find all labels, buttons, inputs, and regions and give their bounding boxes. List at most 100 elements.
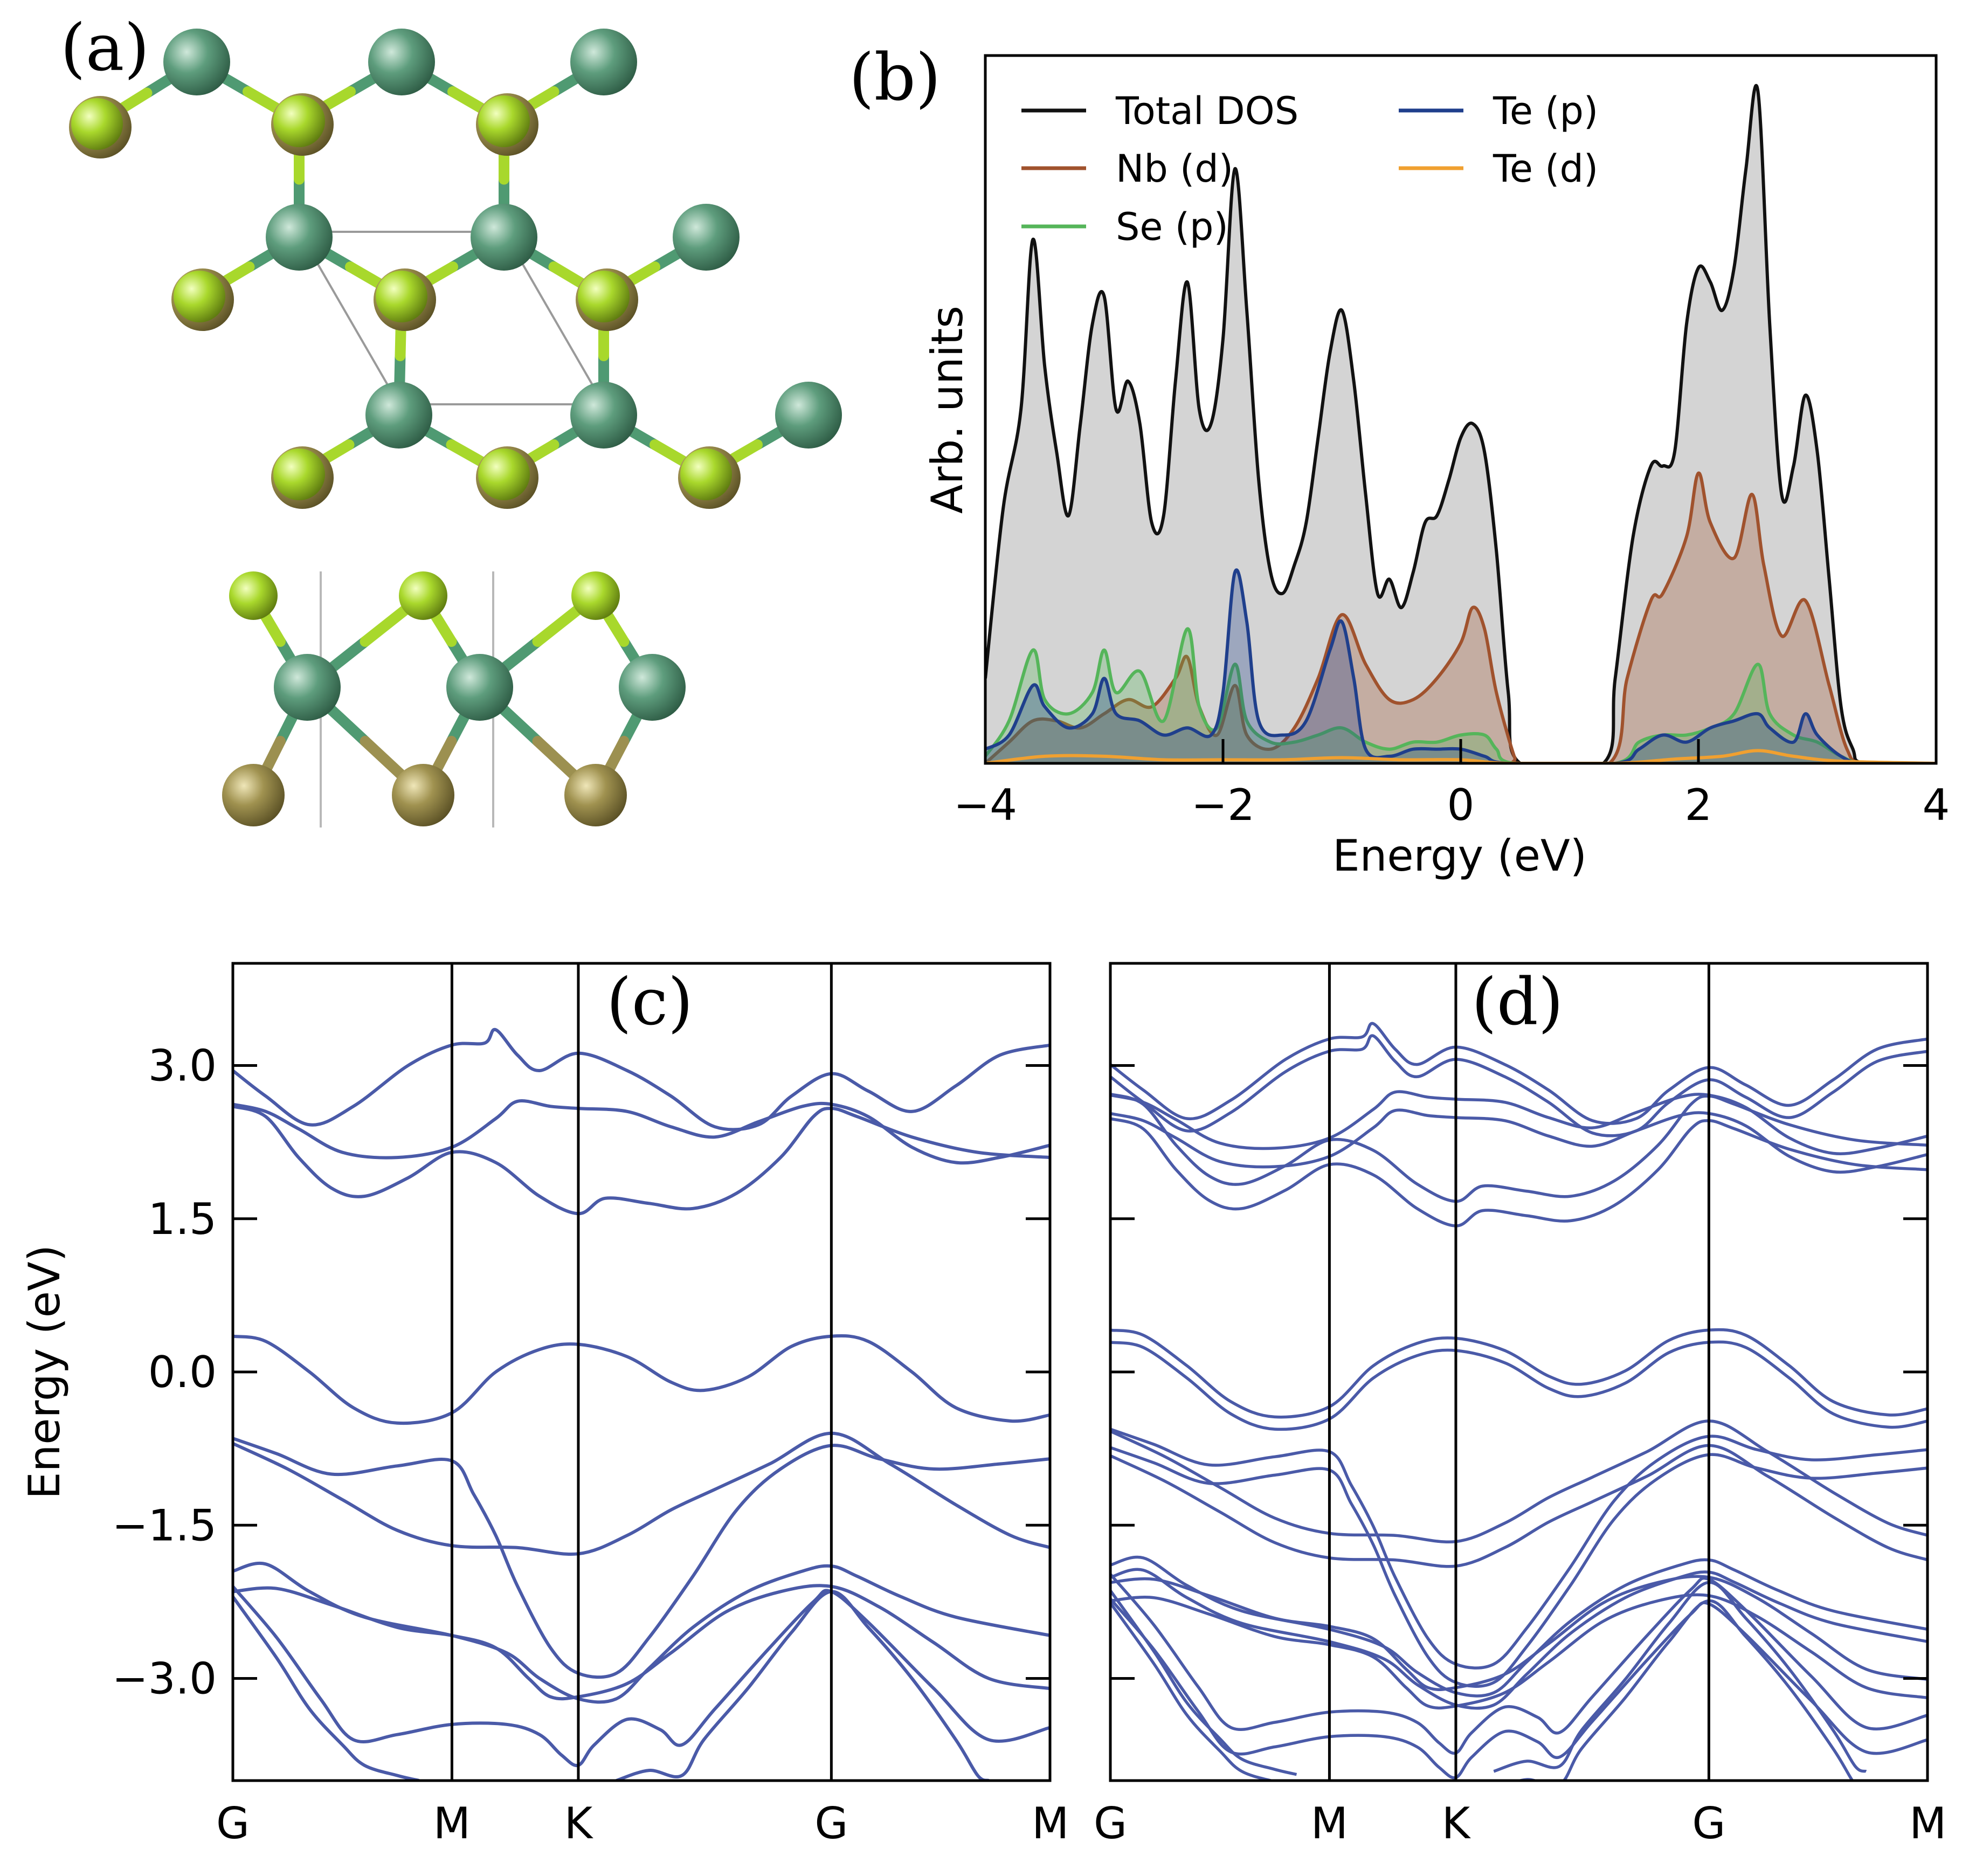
band-line <box>616 1590 990 1781</box>
dos-x-tick-label: −2 <box>1191 780 1255 830</box>
panel-label-d: (d) <box>1472 965 1563 1040</box>
kpoint-label: M <box>433 1798 471 1849</box>
band-line <box>1110 1573 1928 1755</box>
band-line <box>233 1027 1050 1132</box>
band-line <box>1493 1581 1867 1773</box>
se-atom <box>578 271 630 322</box>
band-line <box>1110 1593 1928 1710</box>
se-atom <box>71 98 123 150</box>
se-atom <box>376 271 427 322</box>
se-atom <box>273 95 325 147</box>
nb-atom <box>673 204 740 271</box>
se-atom <box>478 95 530 147</box>
axes-frame-c <box>231 962 1052 1782</box>
band-y-axis-title: Energy (eV) <box>19 1245 70 1499</box>
band-line <box>1110 1340 1928 1431</box>
band-line <box>1110 1419 1928 1543</box>
nb-atom <box>570 382 637 449</box>
band-line <box>1110 1108 1928 1174</box>
band-line <box>1515 1599 1854 1781</box>
atoms-top <box>69 29 842 509</box>
nb-atom <box>163 29 230 95</box>
kpoint-label: K <box>564 1798 594 1849</box>
band-structure-panel-c: 3.0 1.5 0.0 −1.5 −3.0 G M K G M (c) Energy (eV) <box>19 962 1069 1849</box>
dos-x-tick-label: −4 <box>954 780 1017 830</box>
kpoint-label: K <box>1442 1798 1472 1849</box>
band-structure-panel-d: G M K G M (d) <box>1094 962 1946 1849</box>
band-line <box>1110 1444 1928 1568</box>
bands-c <box>233 1027 1050 1781</box>
band-line <box>1110 1602 1277 1781</box>
band-line <box>233 1105 1050 1216</box>
dos-fill-total-dos <box>985 85 1936 763</box>
panel-label-c: (c) <box>606 965 693 1040</box>
band-line <box>1110 1034 1928 1137</box>
se-atom <box>478 449 530 500</box>
kpoint-label: M <box>1909 1798 1946 1849</box>
band-line <box>1110 1446 1928 1688</box>
nb-atom <box>274 654 341 721</box>
band-line <box>233 1584 1050 1701</box>
band-line <box>233 1437 1050 1679</box>
y-ticks-d <box>1110 1064 1928 1680</box>
dos-x-tick-label: 0 <box>1447 780 1475 830</box>
y-tick-label: 3.0 <box>148 1041 217 1091</box>
band-line <box>1110 1328 1928 1419</box>
band-line <box>233 1585 1050 1768</box>
kpoint-label: G <box>1094 1798 1127 1849</box>
bands-d <box>1110 1022 1928 1781</box>
y-ticks-c: 3.0 1.5 0.0 −1.5 −3.0 <box>112 1041 1050 1704</box>
legend-label: Se (p) <box>1116 205 1228 249</box>
te-atom <box>564 764 627 826</box>
band-line <box>1110 1575 1928 1691</box>
dos-line-se-p <box>985 627 1936 763</box>
legend-label: Nb (d) <box>1116 147 1233 191</box>
dos-line-total-dos <box>985 84 1936 763</box>
band-line <box>1110 1022 1928 1125</box>
band-line <box>1110 1555 1928 1698</box>
crystal-side-view <box>222 571 686 827</box>
nb-atom <box>365 382 432 449</box>
nb-atom <box>368 29 435 95</box>
se-atom <box>571 571 620 620</box>
dos-x-ticks: −4 −2 0 2 4 <box>954 739 1950 830</box>
dos-x-tick-label: 2 <box>1685 780 1712 830</box>
band-line <box>1110 1589 1297 1776</box>
legend-label: Te (d) <box>1493 147 1598 191</box>
dos-fill-se-p <box>985 629 1936 763</box>
band-line <box>1110 1092 1928 1203</box>
crystal-structure-panel: (a) <box>60 11 842 827</box>
band-line <box>1110 1427 1928 1670</box>
nb-atom <box>471 204 537 271</box>
band-line <box>233 1596 420 1781</box>
dos-panel: (b) −4 −2 0 2 4 Energy (eV) Arb. units Total… <box>849 40 1950 881</box>
legend-label: Te (p) <box>1493 89 1598 133</box>
nb-atom <box>775 382 842 449</box>
se-atom <box>229 571 278 620</box>
nb-atom <box>266 204 333 271</box>
band-line <box>1110 1117 1928 1227</box>
se-atom <box>399 571 447 620</box>
dos-fill-nb-d <box>985 473 1936 763</box>
y-tick-label: −3.0 <box>112 1654 217 1704</box>
kpoint-label: M <box>1311 1798 1348 1849</box>
band-line <box>233 1334 1050 1425</box>
band-line <box>233 1099 1050 1165</box>
dos-line-nb-d <box>985 471 1936 763</box>
kpoint-label: G <box>814 1798 848 1849</box>
te-atom <box>222 764 285 826</box>
nb-atom <box>570 29 637 95</box>
dos-legend: Total DOS Nb (d) Se (p) Te (p) Te (d) <box>1021 89 1598 249</box>
band-line <box>233 1431 1050 1556</box>
dos-x-tick-label: 4 <box>1923 780 1950 830</box>
dos-line-te-p <box>985 568 1936 763</box>
kpoint-lines-c <box>450 963 833 1781</box>
te-atom <box>392 764 454 826</box>
kpoint-label: G <box>1692 1798 1725 1849</box>
atoms-side <box>222 571 686 826</box>
kpoint-label: M <box>1032 1798 1069 1849</box>
y-tick-label: 0.0 <box>148 1347 217 1397</box>
